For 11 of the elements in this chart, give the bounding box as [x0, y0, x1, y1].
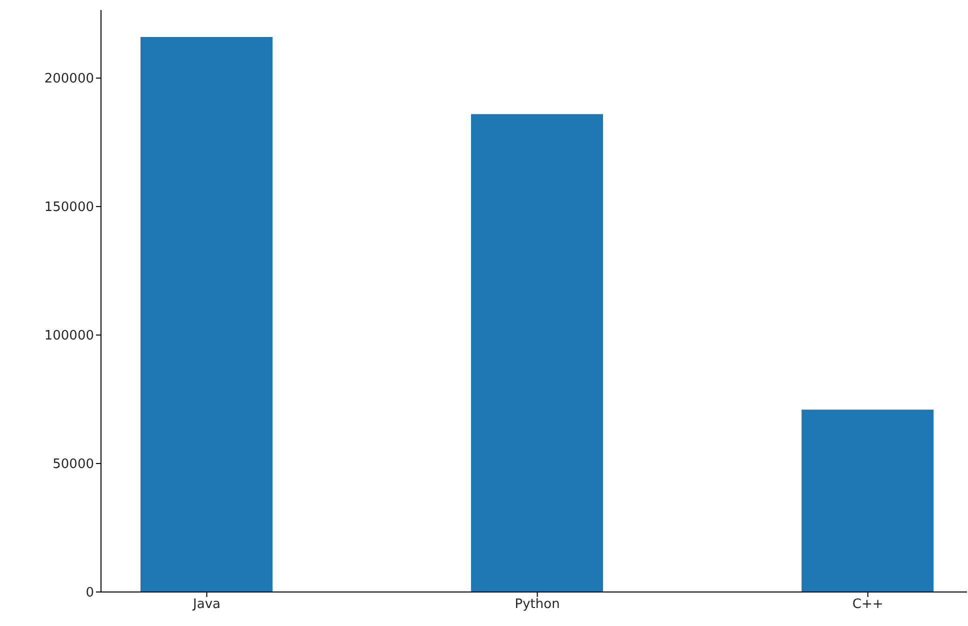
y-tick-label: 200000 [44, 72, 94, 87]
x-tick-label: Python [514, 597, 560, 612]
x-tick-label: C++ [852, 597, 884, 612]
x-tick-label: Java [192, 597, 221, 612]
bar [140, 36, 273, 592]
y-tick-label: 50000 [52, 457, 94, 472]
bar [802, 410, 934, 592]
y-tick-label: 100000 [44, 328, 94, 344]
y-tick-label: 150000 [44, 200, 94, 216]
y-tick-label: 0 [86, 586, 94, 601]
bar [471, 114, 604, 592]
